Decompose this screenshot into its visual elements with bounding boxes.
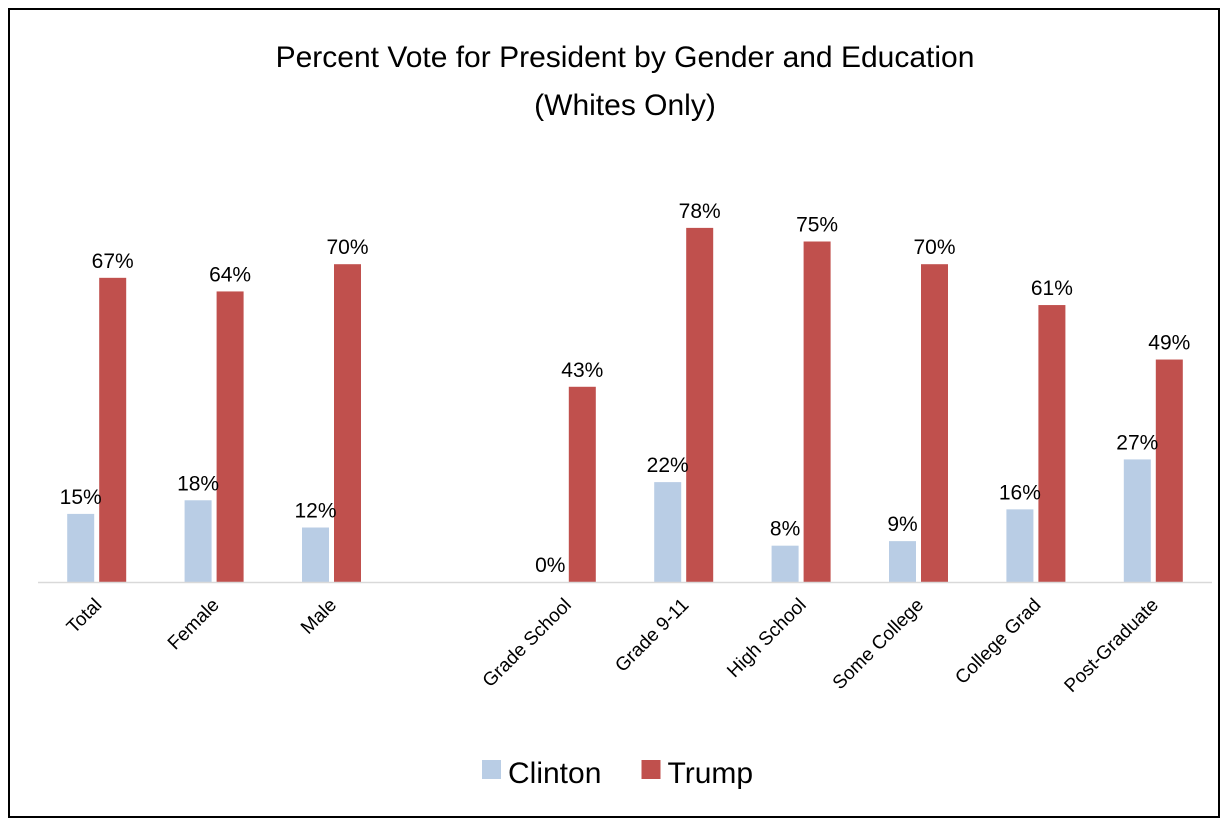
tick-label-college-grad: College Grad [951,595,1045,689]
bar-clinton-male [302,527,329,582]
data-label-clinton-post-graduate: 27% [1116,431,1158,454]
tick-label-some-college: Some College [829,595,928,694]
bar-trump-grade-9-11 [686,227,714,582]
tick-label-grade-school: Grade School [479,595,576,692]
bar-clinton-total [67,513,95,582]
data-label-clinton-grade-school: 0% [535,554,565,577]
data-label-trump-some-college: 70% [913,236,955,259]
bar-clinton-grade-9-11 [654,482,682,582]
bar-trump-high-school [803,241,831,582]
bar-trump-male [334,264,361,582]
data-label-trump-college-grad: 61% [1031,277,1073,300]
data-label-trump-post-graduate: 49% [1148,332,1190,355]
data-label-trump-grade-9-11: 78% [679,200,721,223]
bar-clinton-post-graduate [1123,459,1151,582]
data-label-clinton-some-college: 9% [887,513,917,536]
bar-trump-college-grad [1038,305,1066,582]
data-label-clinton-college-grad: 16% [999,481,1041,504]
legend-swatch-trump [641,760,661,779]
tick-label-female: Female [164,595,224,655]
data-label-clinton-total: 15% [60,486,102,509]
data-label-trump-total: 67% [92,250,134,273]
data-label-trump-high-school: 75% [796,214,838,237]
bar-clinton-some-college [889,541,916,582]
bar-trump-some-college [921,264,948,582]
data-label-clinton-male: 12% [294,500,336,523]
bar-trump-grade-school [568,386,596,582]
data-labels-layer: 15% 67% 18% 64% 12% 70% 0% 43% 22% 78% 8% 75% 9% 70% 1… [60,200,1191,577]
tick-label-post-graduate: Post-Graduate [1061,595,1163,697]
legend-swatch-clinton [482,760,501,779]
tick-label-total: Total [63,595,106,638]
tick-label-high-school: High School [723,595,810,682]
bar-trump-post-graduate [1155,359,1183,582]
legend: Clinton Trump [482,757,753,790]
data-label-trump-female: 64% [209,263,251,286]
bar-trump-total [99,277,127,582]
chart-title: Percent Vote for President by Gender and… [276,41,975,74]
bar-clinton-female [184,500,212,582]
data-label-clinton-high-school: 8% [770,518,800,541]
bars-layer [67,227,1183,582]
data-label-trump-grade-school: 43% [561,359,603,382]
data-label-trump-male: 70% [326,236,368,259]
data-label-clinton-female: 18% [177,472,219,495]
chart-frame [8,8,1220,818]
legend-label-trump: Trump [668,757,754,790]
bar-trump-female [216,291,244,582]
chart-subtitle: (Whites Only) [534,89,716,122]
data-label-clinton-grade-9-11: 22% [647,454,689,477]
bar-clinton-college-grad [1006,509,1034,582]
legend-label-clinton: Clinton [508,757,601,790]
bar-clinton-high-school [771,545,799,582]
tick-label-male: Male [297,595,341,639]
tick-label-grade-9-11: Grade 9-11 [611,595,693,677]
tick-labels-layer: Total Female Male Grade School Grade 9-11 Hig… [63,595,1163,697]
